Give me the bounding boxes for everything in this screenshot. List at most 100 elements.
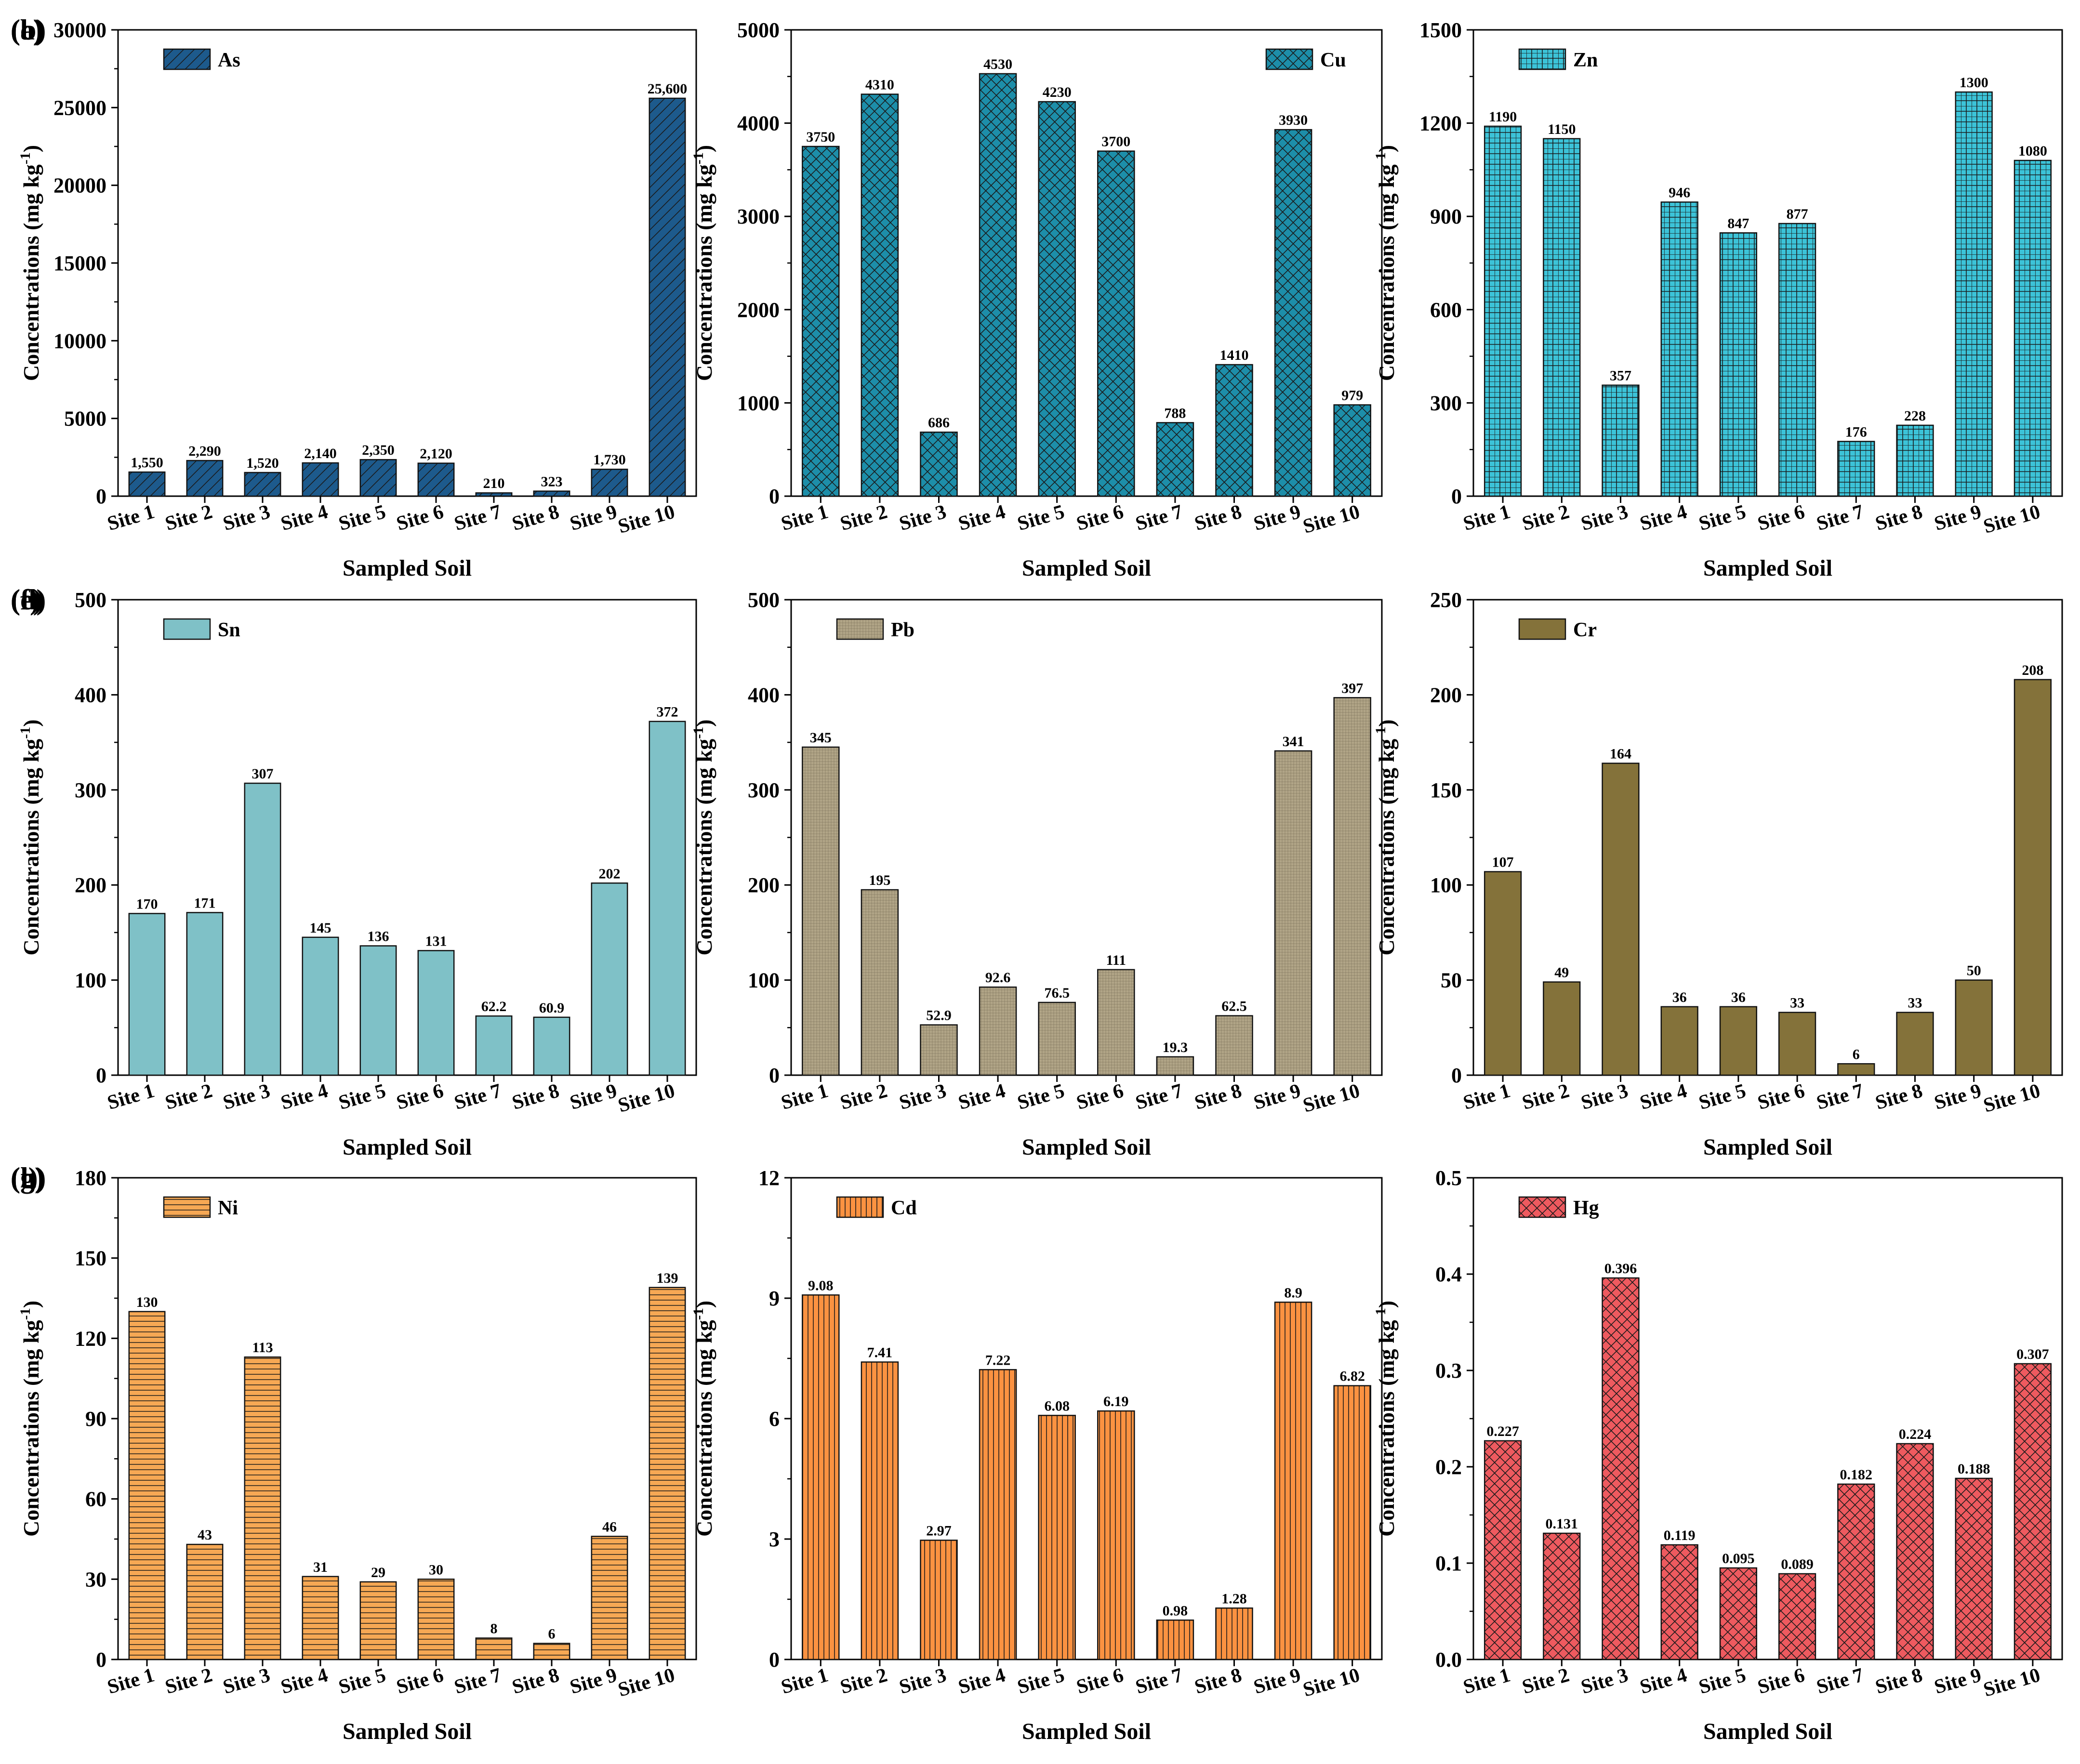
y-tick-label: 5000	[737, 18, 780, 42]
data-label: 92.6	[985, 970, 1011, 986]
data-label: 2,120	[420, 446, 452, 462]
data-label: 1300	[1960, 75, 1988, 91]
panel-label: (e)	[11, 584, 43, 616]
x-tick-label: Site 4	[956, 1079, 1008, 1114]
data-label: 0.188	[1958, 1461, 1990, 1477]
bar	[475, 1015, 513, 1076]
y-tick-label: 3000	[737, 205, 780, 228]
bar	[591, 468, 628, 497]
x-tick-label: Site 6	[1074, 500, 1126, 535]
bar	[1719, 1006, 1758, 1076]
bar	[861, 889, 899, 1076]
x-tick-label: Site 7	[452, 500, 504, 535]
bar	[920, 1540, 958, 1660]
x-tick-label: Site 2	[838, 1664, 890, 1698]
data-label: 686	[928, 415, 950, 431]
x-tick-label: Site 4	[278, 500, 331, 535]
data-label: 31	[313, 1559, 328, 1575]
bar	[1156, 1619, 1194, 1660]
panel-label: (f)	[11, 584, 40, 616]
data-label: 60.9	[539, 1000, 565, 1016]
x-tick-label: Site 2	[163, 1664, 215, 1698]
y-tick-label: 500	[75, 588, 106, 612]
x-tick-label: Site 6	[1074, 1079, 1126, 1114]
bar	[128, 1311, 166, 1660]
bar	[302, 1576, 339, 1660]
x-axis-label: Sampled Soil	[1022, 555, 1151, 581]
data-label: 3700	[1101, 134, 1130, 150]
bar	[417, 462, 455, 497]
data-label: 2.97	[926, 1523, 952, 1539]
bar	[1215, 1015, 1253, 1076]
x-tick-label: Site 9	[568, 1079, 620, 1114]
x-tick-label: Site 4	[1637, 500, 1689, 535]
legend-swatch	[163, 48, 211, 70]
data-label: 195	[869, 872, 890, 888]
legend-swatch	[1518, 618, 1566, 640]
bar	[979, 986, 1017, 1076]
bar	[359, 459, 397, 497]
bar	[1955, 91, 1993, 497]
data-label: 30	[429, 1562, 443, 1578]
data-label: 33	[1908, 995, 1922, 1011]
y-tick-label: 150	[1430, 778, 1462, 802]
legend-swatch	[1518, 1196, 1566, 1218]
panel-label: (a)	[11, 14, 44, 46]
x-tick-label: Site 9	[1932, 1079, 1984, 1114]
x-tick-label: Site 5	[1696, 1664, 1749, 1698]
data-label: 1,550	[131, 455, 163, 471]
y-axis-label: Concentrations (mg kg-1)	[17, 1301, 43, 1537]
y-tick-label: 0	[1451, 1064, 1462, 1087]
bar	[802, 145, 840, 497]
x-tick-label: Site 9	[568, 500, 620, 535]
data-label: 6.19	[1103, 1394, 1129, 1409]
chart-panel-hg: (i) 0.0 0.1 0.2 0.3 0.4 0.5 0.227 Site 1 0.131 Sit…	[11, 1162, 2063, 1744]
data-label: 4310	[865, 77, 894, 93]
bar	[979, 1369, 1017, 1660]
y-tick-label: 150	[75, 1247, 106, 1270]
data-label: 0.98	[1163, 1603, 1188, 1619]
y-tick-label: 500	[748, 588, 780, 612]
data-label: 0.095	[1722, 1551, 1755, 1567]
y-tick-label: 100	[1430, 873, 1462, 897]
data-label: 2,140	[304, 446, 337, 461]
y-tick-label: 4000	[737, 112, 780, 135]
legend-swatch	[836, 1196, 884, 1218]
x-tick-label: Site 9	[1251, 1664, 1303, 1698]
legend-label: As	[218, 49, 240, 71]
x-tick-label: Site 4	[1637, 1079, 1689, 1114]
data-label: 8.9	[1284, 1285, 1302, 1301]
bar	[244, 472, 281, 497]
panel-label: (h)	[11, 1162, 46, 1194]
bar	[2014, 679, 2052, 1076]
panel-label: (d)	[11, 584, 46, 616]
x-tick-label: Site 6	[394, 500, 446, 535]
x-tick-label: Site 6	[394, 1664, 446, 1698]
x-axis-label: Sampled Soil	[343, 555, 472, 581]
plot-frame	[117, 29, 697, 497]
legend-swatch	[1265, 48, 1313, 70]
data-label: 136	[368, 929, 389, 945]
y-tick-label: 0	[769, 485, 780, 508]
bar	[1837, 441, 1875, 497]
bar	[2014, 1363, 2052, 1660]
x-axis-label: Sampled Soil	[1022, 1134, 1151, 1160]
data-label: 357	[1610, 368, 1631, 384]
x-tick-label: Site 3	[221, 500, 273, 535]
y-tick-label: 1200	[1419, 112, 1462, 135]
x-tick-label: Site 5	[336, 1079, 388, 1114]
bar	[1333, 1385, 1371, 1660]
y-tick-label: 0.1	[1435, 1552, 1462, 1575]
data-label: 946	[1669, 185, 1690, 201]
y-tick-label: 0	[769, 1648, 780, 1672]
panel-label: (b)	[11, 14, 46, 46]
bar	[861, 1361, 899, 1660]
data-label: 6	[548, 1626, 556, 1642]
bar	[1097, 1410, 1135, 1660]
data-label: 341	[1283, 734, 1304, 750]
x-tick-label: Site 8	[1192, 1079, 1244, 1114]
data-label: 0.089	[1781, 1556, 1814, 1572]
x-tick-label: Site 7	[1814, 500, 1866, 535]
data-label: 50	[1967, 963, 1981, 979]
y-tick-label: 90	[85, 1407, 106, 1431]
